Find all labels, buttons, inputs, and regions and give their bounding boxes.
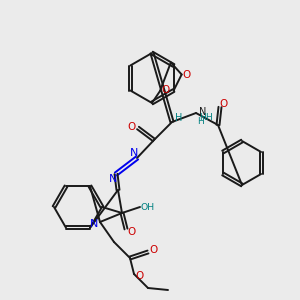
Text: N: N [130,148,138,158]
Text: O: O [127,227,135,237]
Text: O: O [128,122,136,132]
Text: N: N [90,219,98,229]
Text: H: H [205,112,212,122]
Text: H: H [200,113,206,122]
Text: OH: OH [141,202,155,211]
Text: O: O [136,271,144,281]
Text: O: O [182,70,191,80]
Text: O: O [150,245,158,255]
Text: H: H [175,113,183,123]
Text: O: O [220,99,228,109]
Text: O: O [161,85,169,95]
Text: N: N [199,107,207,117]
Text: H: H [196,118,203,127]
Text: N: N [109,174,117,184]
